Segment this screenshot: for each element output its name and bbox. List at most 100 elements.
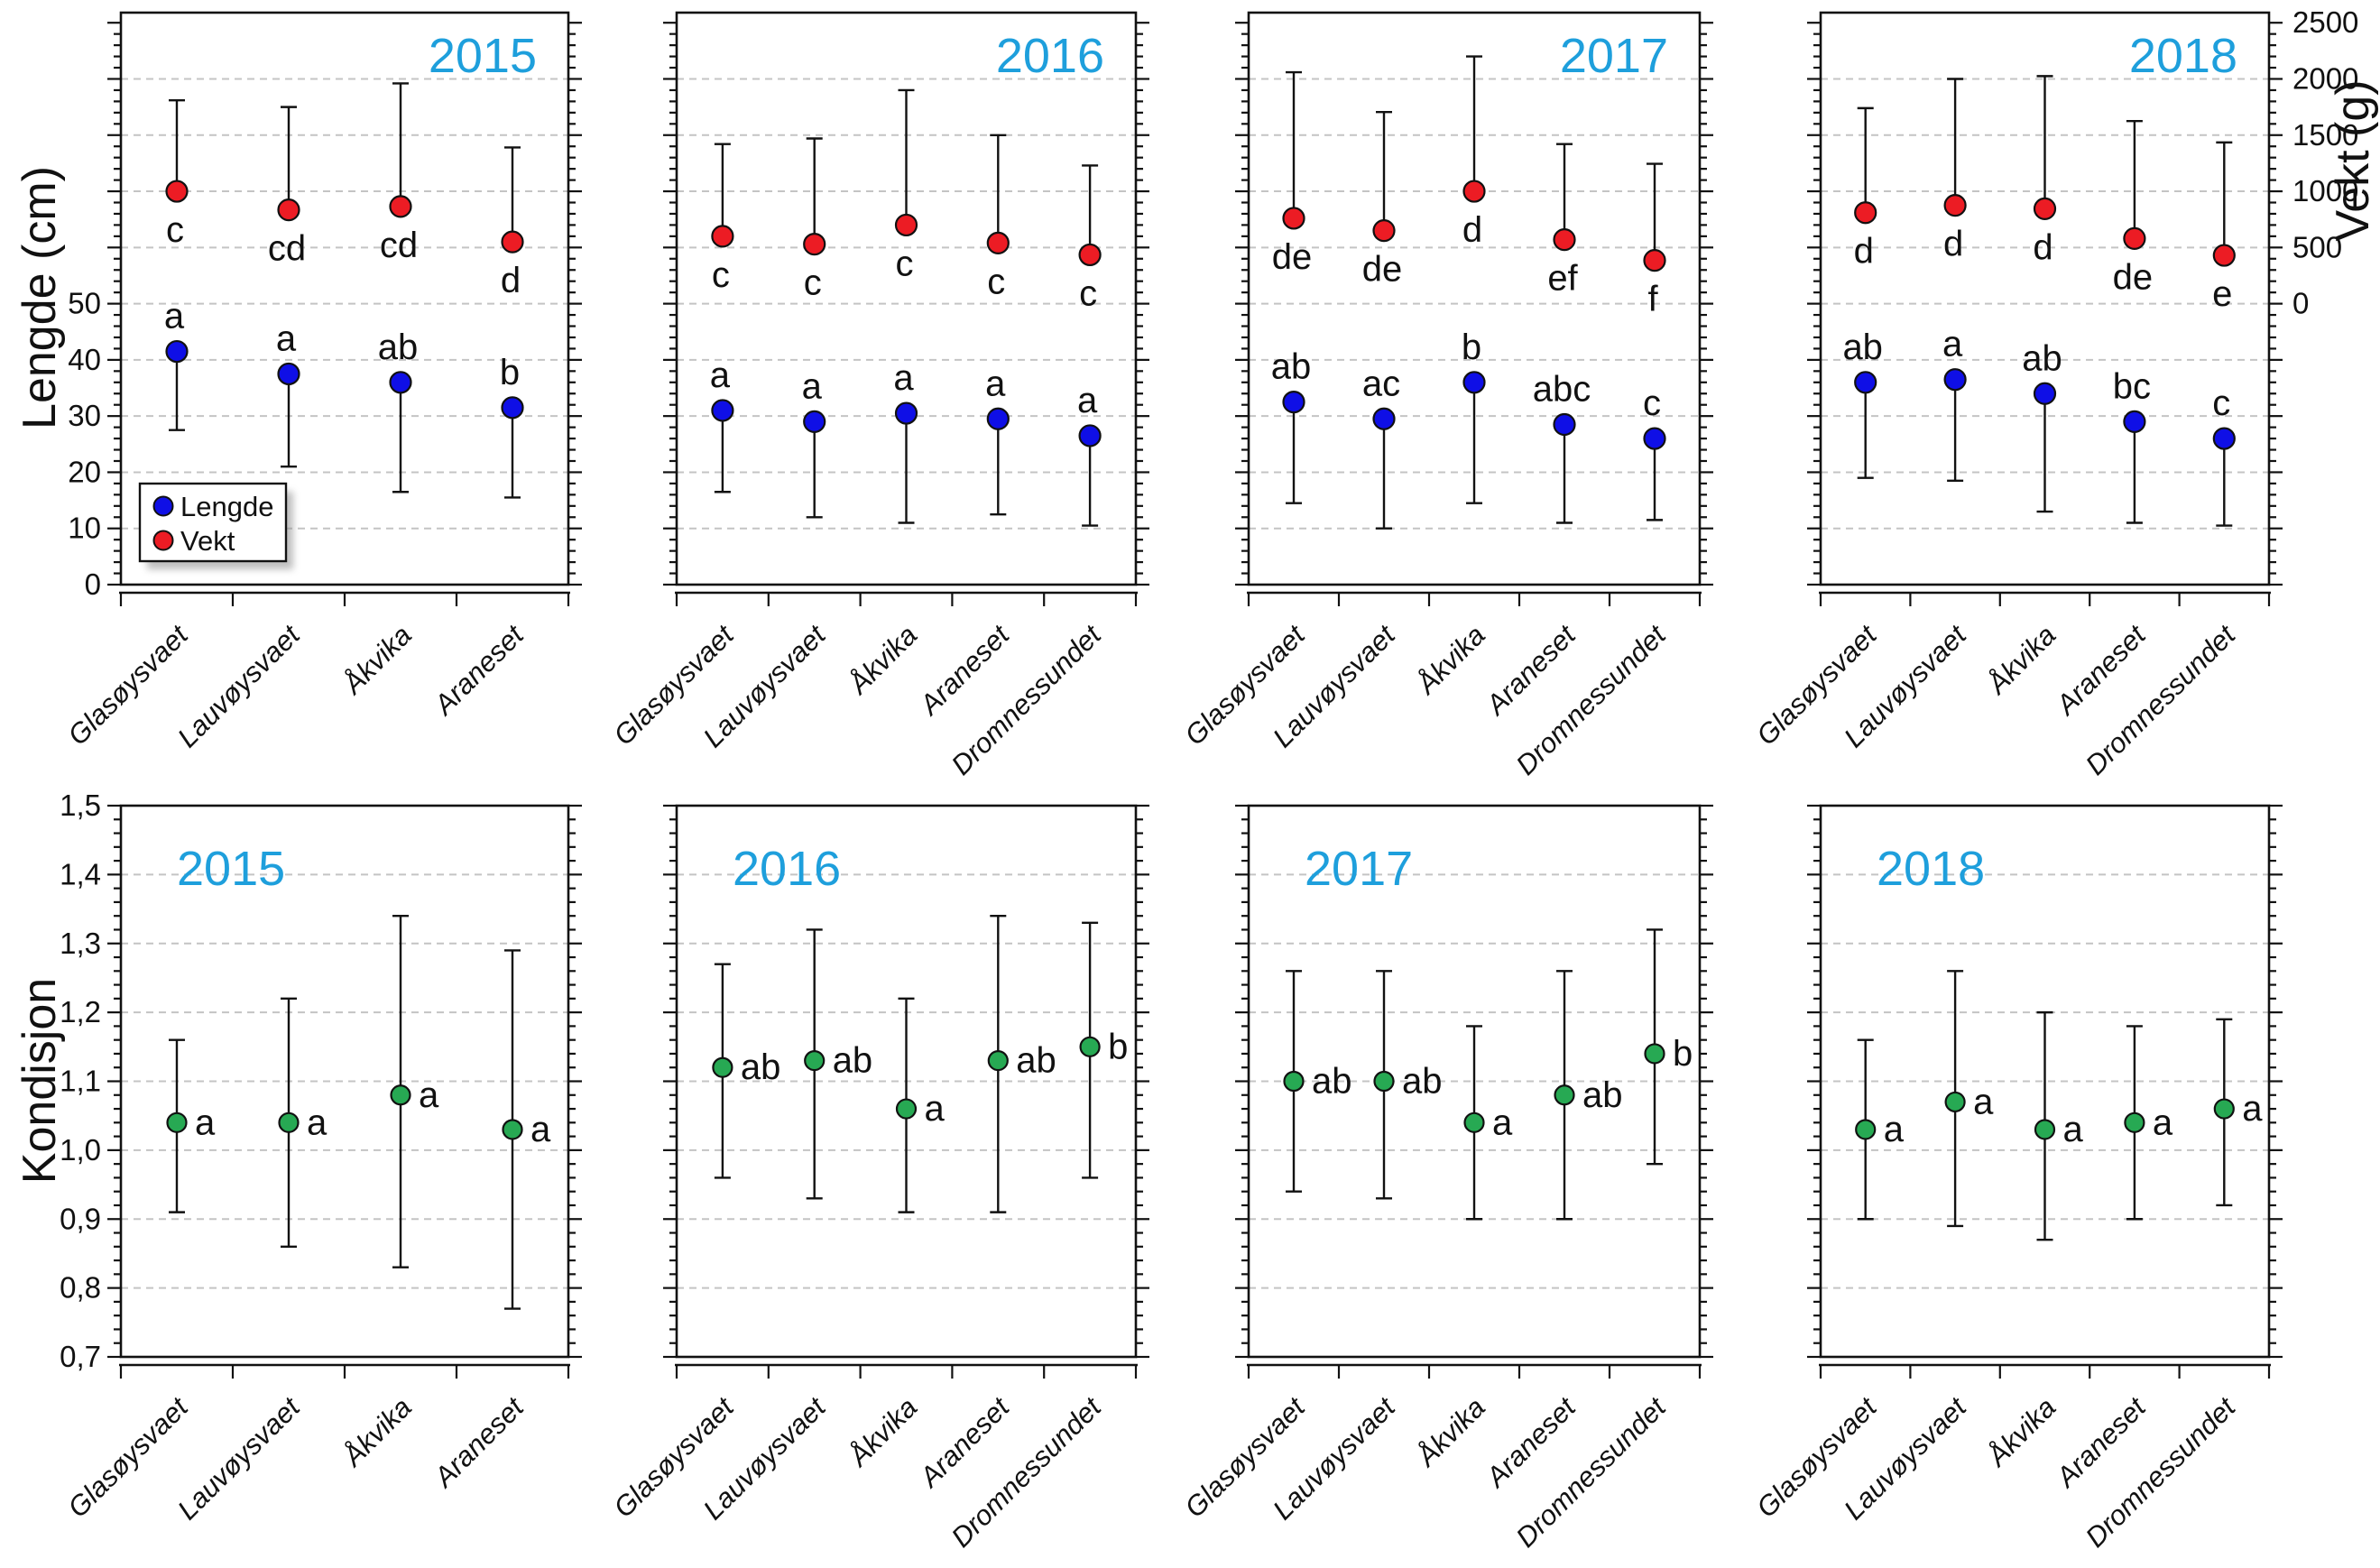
significance-letter: c <box>804 263 822 303</box>
data-point <box>1554 1084 1575 1106</box>
data-point <box>711 225 734 248</box>
significance-letter: d <box>1943 225 1963 264</box>
significance-letter: bc <box>2113 366 2151 406</box>
site-label: Åkvika <box>336 619 418 701</box>
data-point <box>1463 1111 1485 1133</box>
data-point <box>165 339 189 364</box>
legend-label: Vekt <box>180 525 235 557</box>
significance-letter: c <box>712 255 730 295</box>
significance-letter: a <box>710 355 731 395</box>
significance-letter: d <box>1462 210 1482 250</box>
kondisjon-tick-label: 0,8 <box>60 1271 101 1305</box>
series-kondisjon: ab ab a ab b <box>1283 928 1693 1221</box>
data-point <box>390 1084 411 1106</box>
significance-letter: b <box>1108 1027 1128 1066</box>
data-point <box>987 1049 1009 1072</box>
significance-letter: ab <box>1402 1062 1443 1102</box>
y-axis-title-lengde: Lengde (cm) <box>14 166 66 429</box>
significance-letter: b <box>500 353 520 392</box>
data-point <box>1553 412 1576 437</box>
data-point <box>804 1049 826 1072</box>
lengde-tick-label: 50 <box>68 287 101 320</box>
data-point <box>1079 1036 1101 1057</box>
significance-letter: c <box>896 244 914 283</box>
series-lengde: ab ac b abc c <box>1271 327 1666 530</box>
vekt-tick-label: 2500 <box>2292 5 2358 39</box>
data-point <box>2033 382 2057 405</box>
site-label: Åkvika <box>1980 1391 2062 1473</box>
data-point <box>1854 201 1877 225</box>
data-point <box>894 213 918 237</box>
data-point <box>986 407 1010 430</box>
significance-letter: de <box>2113 257 2154 297</box>
significance-letter: a <box>307 1102 327 1142</box>
y-ticks <box>107 804 582 1359</box>
legend-label: Lengde <box>180 491 273 522</box>
data-point <box>2212 244 2236 267</box>
plot-frame <box>1247 11 1702 586</box>
significance-letter: c <box>987 262 1005 301</box>
data-point <box>165 180 189 203</box>
data-point <box>1373 1070 1395 1093</box>
data-point <box>2213 1098 2235 1120</box>
plot-frame <box>675 11 1138 586</box>
data-point <box>277 362 300 386</box>
year-label: 2017 <box>1560 29 1668 83</box>
site-label: Lauvøysvaet <box>171 1390 307 1526</box>
data-point <box>1462 371 1486 394</box>
significance-letter: a <box>530 1110 551 1149</box>
data-point <box>894 401 918 425</box>
site-label: Åkvika <box>1980 619 2062 701</box>
site-label: Lauvøysvaet <box>171 618 307 753</box>
significance-letter: d <box>1854 232 1874 272</box>
significance-letter: de <box>1362 250 1403 290</box>
data-point <box>1943 368 1967 392</box>
gridlines <box>121 873 568 1289</box>
significance-letter: a <box>1884 1110 1905 1149</box>
significance-letter: ab <box>1271 347 1312 387</box>
significance-letter: e <box>2212 274 2232 314</box>
data-point <box>895 1098 918 1120</box>
site-label: Åkvika <box>1409 619 1491 701</box>
significance-letter: ab <box>2022 338 2062 378</box>
kondisjon-tick-label: 0,7 <box>60 1340 101 1373</box>
site-label: Åkvika <box>842 1391 924 1473</box>
significance-letter: a <box>802 366 823 406</box>
y-ticks <box>1807 22 2283 586</box>
data-point <box>1283 1070 1305 1093</box>
data-point <box>166 1111 188 1133</box>
vekt-tick-label: 500 <box>2292 230 2342 263</box>
lengde-tick-label: 10 <box>68 512 101 545</box>
lengde-tick-label: 30 <box>68 399 101 432</box>
significance-letter: ab <box>741 1047 781 1087</box>
data-point <box>2033 197 2057 220</box>
significance-letter: a <box>893 358 914 398</box>
significance-letter: ab <box>1582 1075 1623 1115</box>
year-label: 2016 <box>996 29 1104 83</box>
site-label: Dromnessundet <box>2080 1390 2242 1553</box>
data-point <box>501 230 524 254</box>
data-point <box>986 231 1010 254</box>
y-ticks <box>1235 22 1713 586</box>
site-label: Araneset <box>427 1390 530 1494</box>
significance-letter: a <box>2063 1110 2084 1149</box>
y-ticks <box>663 22 1149 586</box>
significance-letter: ab <box>1312 1062 1352 1102</box>
data-point <box>1462 180 1486 203</box>
significance-letter: a <box>925 1089 946 1129</box>
panel-kondisjon-2015: 0,70,80,91,01,11,21,31,41,5GlasøysvaetLa… <box>60 789 582 1526</box>
legend-marker-lengde <box>152 495 174 517</box>
significance-letter: a <box>2242 1089 2263 1129</box>
data-point <box>2212 427 2236 450</box>
kondisjon-tick-label: 1,1 <box>60 1065 101 1098</box>
site-label: Dromnessundet <box>1509 1390 1672 1553</box>
significance-letter: a <box>1973 1082 1994 1121</box>
kondisjon-tick-label: 1,0 <box>60 1133 101 1167</box>
data-point <box>1643 427 1666 450</box>
data-point <box>1282 390 1305 414</box>
significance-letter: ab <box>378 327 419 367</box>
lengde-tick-label: 40 <box>68 343 101 376</box>
